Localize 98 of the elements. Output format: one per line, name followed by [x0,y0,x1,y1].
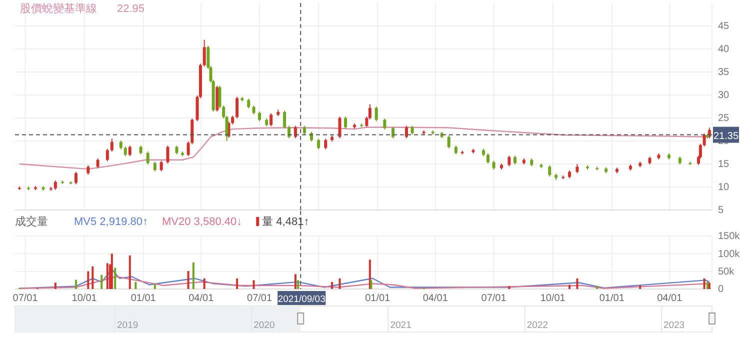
y-tick-label: 35 [718,67,730,78]
bar [187,270,190,289]
x-tick-label: 10/01 [72,293,98,304]
text: 2019 [117,320,138,331]
candlestick [447,134,450,149]
y-tick-label: 25 [718,113,730,124]
candlestick [96,158,100,169]
candlestick [128,145,132,157]
candlestick [338,116,342,139]
bar [331,282,334,289]
bar [114,268,116,289]
x-tick-label: 07/01 [12,293,38,304]
candlestick [317,138,320,150]
candlestick [218,85,222,109]
text: 2023 [663,320,685,331]
bar [294,274,296,289]
bar [128,255,131,289]
ref-line-label: 2021/09/03 [278,294,326,305]
x-tick-label: 07/01 [247,293,272,304]
candlestick [236,96,239,119]
text: MV20 3,580.40↓ [162,216,242,228]
y-tick-label: 45 [718,21,730,32]
candlestick [283,110,286,130]
y-tick-label: 100k [718,248,740,260]
candlestick [74,171,78,185]
candlestick [508,155,511,167]
x-tick-label: 04/01 [422,293,448,304]
candlestick [324,138,328,150]
candlestick [374,106,378,122]
candlestick [202,39,206,67]
bar [252,280,255,289]
candlestick [166,145,170,164]
x-tick-label: 04/01 [657,293,683,304]
bar [370,280,372,289]
bar [110,254,113,289]
text: 2020 [254,320,275,331]
bar [203,278,206,289]
text: 2021 [390,320,412,331]
bar [576,278,578,289]
line-series [18,126,710,170]
candlestick [258,111,262,122]
y-tick-label: 30 [718,90,730,102]
candlestick [110,138,114,152]
candlestick [383,118,386,130]
bar [703,278,706,289]
ref-line-label: 21.35 [713,130,739,142]
text: MV5 2,919.80↑ [74,216,148,228]
bar [338,278,341,289]
x-tick-label: 10/01 [540,293,566,304]
y-tick-label: 5 [718,205,724,216]
bar [134,282,137,289]
bar [154,284,156,289]
y-tick-label: 10 [718,182,730,194]
y-tick-label: 15 [718,159,730,170]
bar [92,266,94,289]
candlestick [702,133,706,148]
candlestick [54,180,57,190]
y-tick-label: 40 [718,44,730,56]
candlestick [576,164,579,174]
candlestick [153,161,156,172]
candlestick [146,151,150,165]
y-tick-label: 50k [718,266,736,278]
text: 股價蛻變基準線 [20,2,97,15]
y-tick-label: 0 [718,284,724,296]
bar [100,274,103,289]
candlestick [344,116,348,130]
x-tick-label: 01/01 [599,293,625,304]
candlestick [86,164,90,176]
chart-title: 成交量 [15,215,48,228]
candlestick [288,125,291,139]
bar [639,285,642,289]
candlestick [294,125,297,139]
candlestick [247,98,250,109]
legend-label: 量 4,481↑ [262,216,310,228]
y-tick-label: 150k [718,231,740,242]
x-tick-label: 01/01 [365,293,391,304]
candlestick [405,125,408,139]
candlestick [124,146,127,157]
candlestick [548,164,552,177]
bar [297,280,300,289]
bar [54,282,56,289]
bar [106,263,108,289]
bar [596,286,598,289]
candlestick [486,152,490,164]
bar [87,271,90,289]
bar [192,262,194,289]
text: 2022 [526,320,548,331]
x-tick-label: 07/01 [481,293,507,304]
bar [568,284,571,289]
bar [508,286,510,289]
x-tick-label: 01/01 [130,293,156,304]
bar [236,278,238,289]
annotation: 22.95 [117,3,145,15]
candlestick [160,160,163,172]
x-tick-label: 04/01 [188,293,214,304]
bar [74,280,77,289]
candlestick [270,112,273,127]
candlestick [106,148,109,162]
